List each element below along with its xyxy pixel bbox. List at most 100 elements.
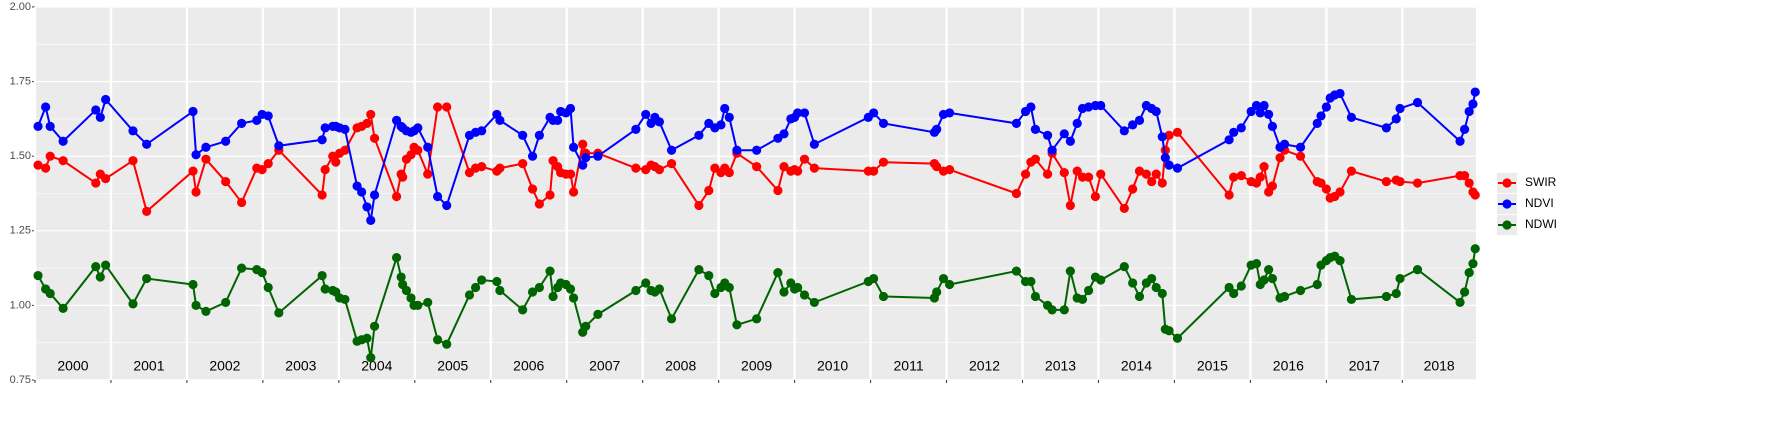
year-label: 2018 <box>1424 358 1455 374</box>
legend-key-point <box>1502 220 1512 230</box>
data-point <box>442 339 452 349</box>
data-point <box>799 290 810 300</box>
data-point <box>413 145 423 155</box>
data-point <box>401 285 412 296</box>
data-point <box>495 163 505 173</box>
data-point <box>773 185 783 196</box>
data-point <box>641 278 651 288</box>
data-point <box>320 165 330 175</box>
y-tick-label: 1.75 <box>10 76 31 88</box>
data-point <box>1464 267 1474 278</box>
data-point <box>369 133 380 143</box>
data-point <box>1147 273 1157 284</box>
data-point <box>1047 305 1057 315</box>
data-point <box>91 105 101 115</box>
data-point <box>1236 170 1246 181</box>
legend-label: NDWI <box>1525 217 1557 231</box>
data-point <box>1030 124 1041 134</box>
data-point <box>1395 273 1405 284</box>
data-point <box>142 206 152 217</box>
data-point <box>201 142 211 152</box>
legend-label: SWIR <box>1525 175 1557 189</box>
data-point <box>495 115 505 125</box>
data-point <box>369 321 380 331</box>
year-label: 2009 <box>741 358 772 374</box>
data-point <box>369 190 380 200</box>
data-point <box>366 353 376 363</box>
data-point <box>1316 178 1326 188</box>
year-label: 2000 <box>57 358 88 374</box>
data-point <box>752 162 762 172</box>
data-point <box>1047 145 1057 155</box>
data-point <box>932 124 942 134</box>
data-point <box>257 267 267 278</box>
data-point <box>432 335 443 345</box>
data-point <box>1083 285 1094 296</box>
data-point <box>492 276 502 287</box>
data-point <box>1255 108 1265 118</box>
data-point <box>568 293 579 303</box>
data-point <box>331 157 341 167</box>
data-point <box>1321 102 1331 112</box>
data-point <box>518 130 528 140</box>
y-tick-label: 1.50 <box>10 150 31 162</box>
data-point <box>33 270 43 281</box>
data-point <box>1264 264 1274 275</box>
data-point <box>1011 118 1022 128</box>
data-point <box>518 305 528 315</box>
data-point <box>362 333 372 343</box>
year-label: 2013 <box>1045 358 1076 374</box>
year-label: 2012 <box>969 358 1000 374</box>
data-point <box>1072 166 1082 176</box>
data-point <box>1412 178 1423 188</box>
data-point <box>1470 87 1480 97</box>
data-point <box>1229 288 1239 299</box>
data-point <box>527 287 538 297</box>
data-point <box>878 291 889 302</box>
data-point <box>191 187 201 197</box>
data-point <box>1246 106 1256 117</box>
data-point <box>1335 88 1345 99</box>
data-point <box>527 151 538 161</box>
data-point <box>391 253 402 263</box>
data-point <box>565 169 576 179</box>
data-point <box>631 285 641 296</box>
data-point <box>944 279 955 290</box>
data-point <box>773 267 783 278</box>
data-point <box>578 160 588 170</box>
data-point <box>1096 100 1106 111</box>
data-point <box>1460 170 1470 181</box>
data-point <box>1335 187 1345 197</box>
data-point <box>1030 154 1041 164</box>
data-point <box>752 145 762 155</box>
data-point <box>1042 169 1053 179</box>
data-point <box>58 136 68 146</box>
data-point <box>1251 100 1262 111</box>
data-point <box>188 166 198 176</box>
data-point <box>406 293 416 303</box>
data-point <box>1295 151 1306 161</box>
data-point <box>1119 262 1129 272</box>
data-point <box>221 297 231 308</box>
data-point <box>724 168 734 178</box>
data-point <box>1346 112 1357 123</box>
data-point <box>1172 127 1183 137</box>
year-label: 2016 <box>1273 358 1304 374</box>
data-point <box>1264 109 1274 120</box>
data-point <box>1391 288 1401 299</box>
legend: SWIR NDVI NDWI <box>1497 173 1557 235</box>
data-point <box>1236 123 1246 133</box>
data-point <box>317 190 327 200</box>
data-point <box>1275 153 1285 163</box>
data-point <box>45 151 55 161</box>
data-point <box>1335 256 1345 266</box>
data-point <box>932 287 942 297</box>
data-point <box>95 272 105 282</box>
data-point <box>1312 279 1322 290</box>
data-point <box>1172 163 1183 173</box>
data-point <box>1470 190 1480 200</box>
data-point <box>340 145 350 155</box>
data-point <box>548 291 558 302</box>
data-point <box>752 314 762 324</box>
